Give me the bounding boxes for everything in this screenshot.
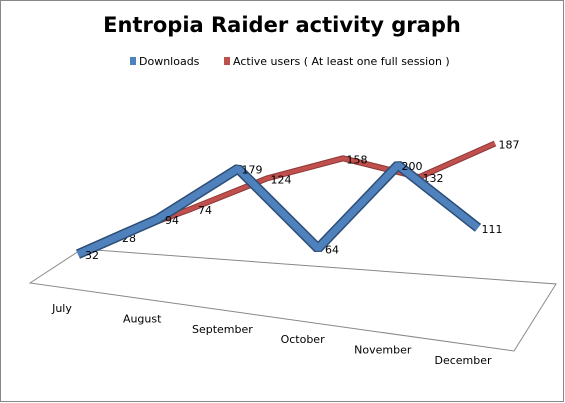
data-label: 64 xyxy=(325,243,339,256)
floor xyxy=(28,248,557,352)
data-label: 124 xyxy=(271,173,292,186)
data-label: 158 xyxy=(347,153,368,166)
data-label: 132 xyxy=(423,172,444,185)
legend-swatch xyxy=(130,57,136,65)
data-label: 200 xyxy=(402,160,423,173)
data-label: 179 xyxy=(242,164,263,177)
legend-label: Active users ( At least one full session… xyxy=(233,55,450,68)
x-tick-label: November xyxy=(354,344,412,357)
x-tick-label: December xyxy=(434,354,492,367)
data-label: 74 xyxy=(198,204,212,217)
data-label: 32 xyxy=(85,249,99,262)
x-tick-label: July xyxy=(51,302,72,315)
legend-swatch xyxy=(224,57,230,65)
series-line xyxy=(114,141,496,239)
x-tick-label: October xyxy=(281,333,325,346)
x-tick-label: August xyxy=(123,312,162,325)
chart-title: Entropia Raider activity graph xyxy=(103,13,461,37)
data-label: 111 xyxy=(482,223,503,236)
legend-label: Downloads xyxy=(139,55,200,68)
data-label: 187 xyxy=(499,138,520,151)
series-line xyxy=(76,162,481,258)
data-label: 94 xyxy=(165,214,179,227)
x-tick-label: September xyxy=(192,323,253,336)
